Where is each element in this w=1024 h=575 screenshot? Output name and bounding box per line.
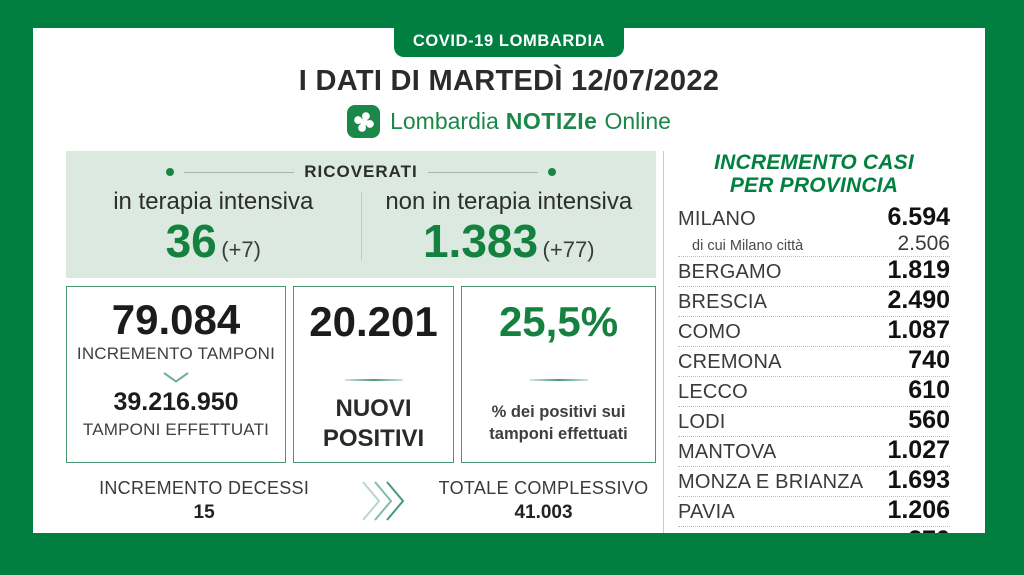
ricoverati-title: RICOVERATI (304, 162, 418, 181)
table-row: CREMONA 740 (678, 346, 950, 378)
nuovi-positivi-box: 20.201 NUOVI POSITIVI (293, 286, 454, 463)
province-value: 740 (908, 346, 950, 375)
province-value: 270 (908, 528, 950, 533)
province-name: SONDRIO (678, 531, 773, 533)
terapia-intensiva-value: 36 (165, 215, 217, 267)
column-divider (360, 192, 362, 260)
infographic-canvas: COVID-19 LOMBARDIA I DATI DI MARTEDÌ 12/… (33, 28, 985, 533)
logo-lombardia-label: Lombardia (390, 108, 499, 134)
logo-notizie-label: NOTIZIe (505, 108, 598, 134)
province-table: MILANO 6.594 di cui Milano città 2.506 B… (678, 204, 950, 533)
rosa-camuna-icon (347, 105, 381, 138)
divider-line (184, 171, 295, 173)
table-row: MILANO 6.594 (678, 204, 950, 233)
tamponi-effettuati-label: TAMPONI EFFETTUATI (82, 420, 270, 439)
nuovi-positivi-label: NUOVI POSITIVI (322, 395, 425, 452)
table-row: MONZA E BRIANZA 1.693 (678, 466, 950, 498)
lombardia-notizie-logo: Lombardia NOTIZIe Online (33, 105, 985, 138)
table-row: BERGAMO 1.819 (678, 256, 950, 288)
incremento-tamponi-label: INCREMENTO TAMPONI (76, 344, 276, 363)
province-name: COMO (678, 321, 742, 344)
incremento-decessi-value: 15 (193, 502, 215, 523)
province-value: 1.087 (887, 316, 950, 345)
terapia-intensiva-label: in terapia intensiva (113, 188, 314, 215)
percentuale-positivi-label: % dei positivi sui tamponi effettuati (489, 403, 628, 444)
ricoverati-panel: RICOVERATI in terapia intensiva 36 (+7) (66, 151, 656, 278)
totale-complessivo-value: 41.003 (514, 502, 573, 523)
separator-line (344, 379, 403, 381)
page-title: I DATI DI MARTEDÌ 12/07/2022 (298, 65, 720, 97)
non-terapia-intensiva-value: 1.383 (422, 215, 539, 267)
province-value: 1.819 (887, 256, 950, 285)
logo-wordmark: Lombardia NOTIZIe Online (390, 108, 671, 135)
ricoverati-header: RICOVERATI (66, 162, 656, 182)
decessi-footer: INCREMENTO DECESSI 15 TOT (66, 471, 656, 531)
non-terapia-intensiva-delta: (+77) (542, 237, 595, 262)
province-subname: di cui Milano città (692, 238, 804, 255)
percentuale-positivi-box: 25,5% % dei positivi sui tamponi effettu… (461, 286, 656, 463)
non-terapia-intensiva-label: non in terapia intensiva (385, 188, 633, 215)
province-name: BRESCIA (678, 291, 768, 314)
incremento-tamponi-value: 79.084 (111, 296, 241, 343)
bullet-dot-icon (166, 168, 175, 176)
province-name: BERGAMO (678, 261, 782, 284)
table-subrow: di cui Milano città 2.506 (678, 233, 950, 256)
province-value: 6.594 (887, 203, 950, 232)
chevron-down-icon (163, 372, 189, 383)
table-row: MANTOVA 1.027 (678, 436, 950, 468)
section-divider (663, 151, 664, 533)
province-value: 2.490 (887, 286, 950, 315)
province-name: MANTOVA (678, 441, 777, 464)
totale-complessivo-label: TOTALE COMPLESSIVO (438, 478, 649, 498)
province-name: MILANO (678, 208, 756, 231)
divider-line (427, 171, 538, 173)
tamponi-box: 79.084 INCREMENTO TAMPONI 39.216.950 TAM… (66, 286, 286, 463)
bullet-dot-icon (547, 168, 556, 176)
province-panel-title: INCREMENTO CASI PER PROVINCIA (678, 151, 950, 197)
table-row: COMO 1.087 (678, 316, 950, 348)
province-name: PAVIA (678, 501, 735, 524)
province-name: CREMONA (678, 351, 782, 374)
terapia-intensiva-delta: (+7) (221, 237, 261, 262)
province-name: MONZA E BRIANZA (678, 471, 864, 494)
non-terapia-intensiva-stat: non in terapia intensiva 1.383 (+77) (362, 188, 657, 264)
percentuale-positivi-value: 25,5% (498, 298, 619, 345)
province-value: 560 (908, 406, 950, 435)
province-value: 610 (908, 376, 950, 405)
tamponi-effettuati-value: 39.216.950 (113, 388, 239, 416)
province-value: 1.206 (887, 496, 950, 525)
badge-label: COVID-19 LOMBARDIA (412, 32, 606, 50)
table-row: LECCO 610 (678, 376, 950, 408)
table-row: PAVIA 1.206 (678, 496, 950, 528)
logo-online-label: Online (604, 108, 671, 134)
province-title-line2: PER PROVINCIA (729, 174, 899, 198)
province-value: 1.027 (887, 436, 950, 465)
covid-lombardia-badge: COVID-19 LOMBARDIA (393, 28, 625, 57)
incremento-decessi-stat: INCREMENTO DECESSI 15 (66, 478, 342, 524)
province-name: LECCO (678, 381, 748, 404)
main-content: RICOVERATI in terapia intensiva 36 (+7) (33, 151, 985, 533)
separator-line (529, 379, 588, 381)
triple-chevron-right-icon (342, 478, 431, 524)
province-value: 1.693 (887, 466, 950, 495)
nuovi-positivi-value: 20.201 (309, 298, 438, 345)
incremento-decessi-label: INCREMENTO DECESSI (99, 478, 310, 498)
province-name: LODI (678, 411, 726, 434)
table-row: LODI 560 (678, 406, 950, 438)
table-row: SONDRIO 270 (678, 527, 950, 533)
stats-section: RICOVERATI in terapia intensiva 36 (+7) (66, 151, 656, 533)
province-subvalue: 2.506 (897, 232, 950, 256)
totale-complessivo-stat: TOTALE COMPLESSIVO 41.003 (431, 478, 656, 524)
table-row-group-milano: MILANO 6.594 di cui Milano città 2.506 (678, 204, 950, 258)
province-title-line1: INCREMENTO CASI (714, 151, 914, 174)
terapia-intensiva-stat: in terapia intensiva 36 (+7) (66, 188, 361, 264)
province-panel: INCREMENTO CASI PER PROVINCIA MILANO 6.5… (678, 151, 950, 533)
table-row: BRESCIA 2.490 (678, 286, 950, 318)
